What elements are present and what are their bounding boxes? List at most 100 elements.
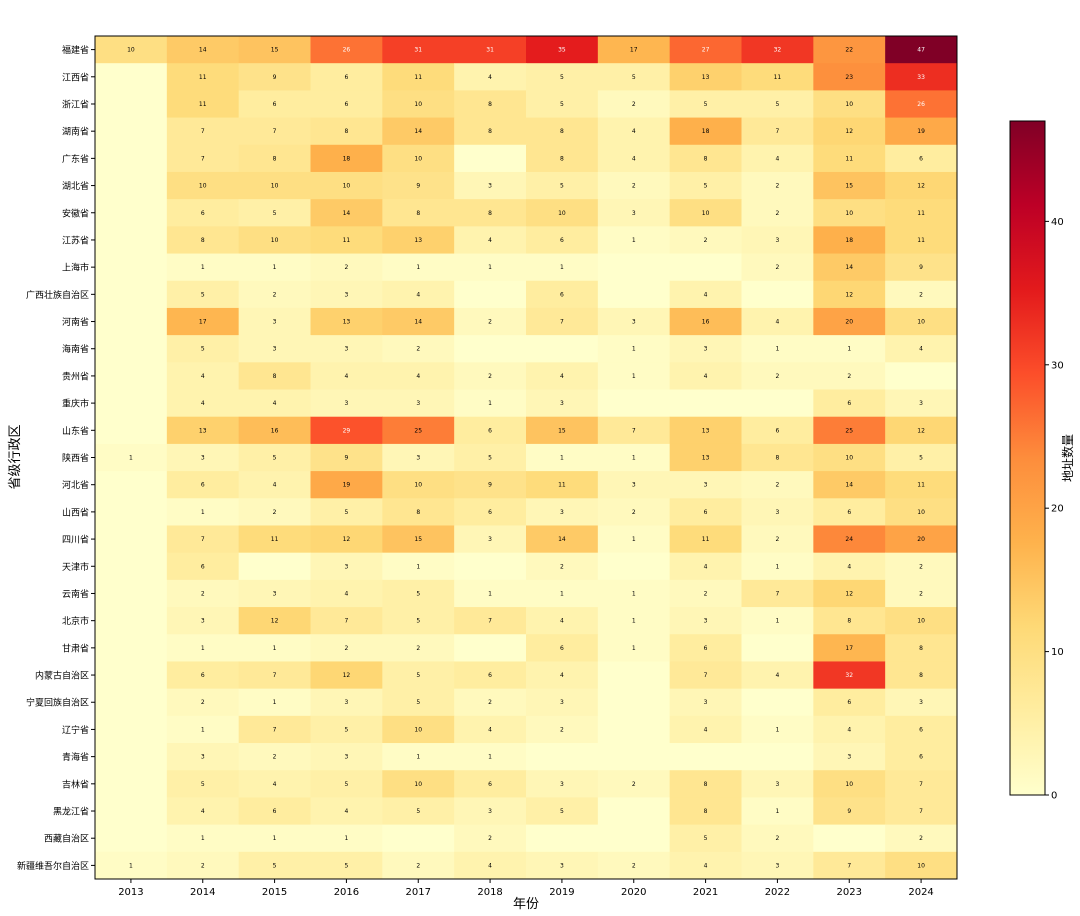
heatmap-cell xyxy=(741,36,814,64)
heatmap-cell xyxy=(526,280,599,309)
heatmap-cell xyxy=(454,36,527,64)
heatmap-cell xyxy=(669,525,742,554)
cell-value-label: 31 xyxy=(486,47,494,54)
heatmap-cell xyxy=(813,634,886,662)
cell-value-label: 14 xyxy=(343,210,351,217)
heatmap-cell xyxy=(238,851,311,880)
cell-value-label: 2 xyxy=(201,699,205,706)
heatmap-cell xyxy=(238,797,311,826)
cell-value-label: 11 xyxy=(271,536,279,543)
cell-value-label: 13 xyxy=(702,455,710,462)
cell-value-label: 6 xyxy=(273,808,277,815)
heatmap-cell xyxy=(166,144,240,173)
cell-value-label: 15 xyxy=(414,536,422,543)
heatmap-cell xyxy=(669,171,742,200)
heatmap-cell xyxy=(95,525,168,554)
heatmap-cell xyxy=(166,389,240,418)
heatmap-cell xyxy=(454,226,527,255)
heatmap-cell xyxy=(310,552,383,581)
heatmap-cell xyxy=(238,36,311,64)
heatmap-cell xyxy=(95,443,168,472)
cell-value-label: 3 xyxy=(345,291,349,298)
cell-value-label: 6 xyxy=(704,645,708,652)
heatmap-cell xyxy=(382,307,455,336)
cell-value-label: 2 xyxy=(488,699,492,706)
cell-value-label: 3 xyxy=(919,400,923,407)
cell-value-label: 6 xyxy=(201,563,205,570)
cell-value-label: 6 xyxy=(704,509,708,516)
heatmap-cell xyxy=(95,715,168,744)
heatmap-cell xyxy=(166,579,240,608)
heatmap-cell xyxy=(95,144,168,173)
cell-value-label: 8 xyxy=(776,455,780,462)
cell-value-label: 4 xyxy=(704,726,708,733)
heatmap-cell xyxy=(597,416,671,445)
x-tick-label: 2014 xyxy=(190,887,215,898)
cell-value-label: 8 xyxy=(488,128,492,135)
y-tick-label: 陕西省 xyxy=(62,452,89,464)
cell-value-label: 1 xyxy=(560,264,564,271)
heatmap-cell xyxy=(238,226,311,255)
heatmap-cell xyxy=(526,661,599,690)
heatmap-cell xyxy=(669,226,742,255)
heatmap-cell xyxy=(526,199,599,227)
heatmap-cell xyxy=(741,117,814,146)
heatmap-cell xyxy=(597,743,671,771)
heatmap-cell xyxy=(669,579,742,608)
cell-value-label: 8 xyxy=(416,210,420,217)
heatmap-cell xyxy=(741,443,814,472)
heatmap-cell xyxy=(813,525,886,554)
heatmap-cell xyxy=(597,688,671,717)
heatmap-cell xyxy=(454,199,527,227)
heatmap-cell xyxy=(741,253,814,282)
heatmap-cell xyxy=(95,389,168,418)
heatmap-cell xyxy=(526,715,599,744)
heatmap-cell xyxy=(813,63,886,91)
heatmap-cell xyxy=(813,389,886,418)
heatmap-cell xyxy=(526,389,599,418)
cell-value-label: 7 xyxy=(776,590,780,597)
heatmap-cell xyxy=(454,335,527,363)
heatmap-cell xyxy=(597,199,671,227)
y-tick-label: 青海省 xyxy=(62,751,89,763)
heatmap-cell xyxy=(813,90,886,119)
heatmap-cell xyxy=(166,525,240,554)
heatmap-cell xyxy=(741,199,814,227)
cell-value-label: 7 xyxy=(201,128,205,135)
heatmap-cell xyxy=(454,770,527,798)
heatmap-cell xyxy=(454,90,527,119)
cell-value-label: 3 xyxy=(776,509,780,516)
cell-value-label: 35 xyxy=(558,47,566,54)
heatmap-cell xyxy=(885,199,958,227)
heatmap-cell xyxy=(95,90,168,119)
cell-value-label: 10 xyxy=(199,183,207,190)
cell-value-label: 5 xyxy=(273,455,277,462)
heatmap-cell xyxy=(454,307,527,336)
cell-value-label: 1 xyxy=(632,237,636,244)
heatmap-cell xyxy=(454,661,527,690)
heatmap-cell xyxy=(382,552,455,581)
cell-value-label: 5 xyxy=(416,590,420,597)
cell-value-label: 2 xyxy=(632,509,636,516)
cell-value-label: 1 xyxy=(560,590,564,597)
heatmap-cell xyxy=(669,824,742,853)
colorbar-gradient xyxy=(1009,120,1046,796)
cell-value-label: 2 xyxy=(416,346,420,353)
cell-value-label: 6 xyxy=(488,672,492,679)
x-axis-title: 年份 xyxy=(513,897,539,912)
heatmap-cell xyxy=(95,307,168,336)
heatmap-cell xyxy=(669,253,742,282)
heatmap-cell xyxy=(382,36,455,64)
heatmap-cell xyxy=(238,117,311,146)
heatmap-cell xyxy=(597,607,671,635)
heatmap-cell xyxy=(238,443,311,472)
cell-value-label: 2 xyxy=(488,373,492,380)
heatmap-cell xyxy=(741,307,814,336)
y-tick-label: 福建省 xyxy=(62,44,89,56)
cell-value-label: 10 xyxy=(271,183,279,190)
heatmap-cell xyxy=(597,471,671,499)
cell-value-label: 32 xyxy=(845,672,853,679)
cell-value-label: 2 xyxy=(776,373,780,380)
heatmap-cell xyxy=(310,226,383,255)
heatmap-cell xyxy=(741,280,814,309)
